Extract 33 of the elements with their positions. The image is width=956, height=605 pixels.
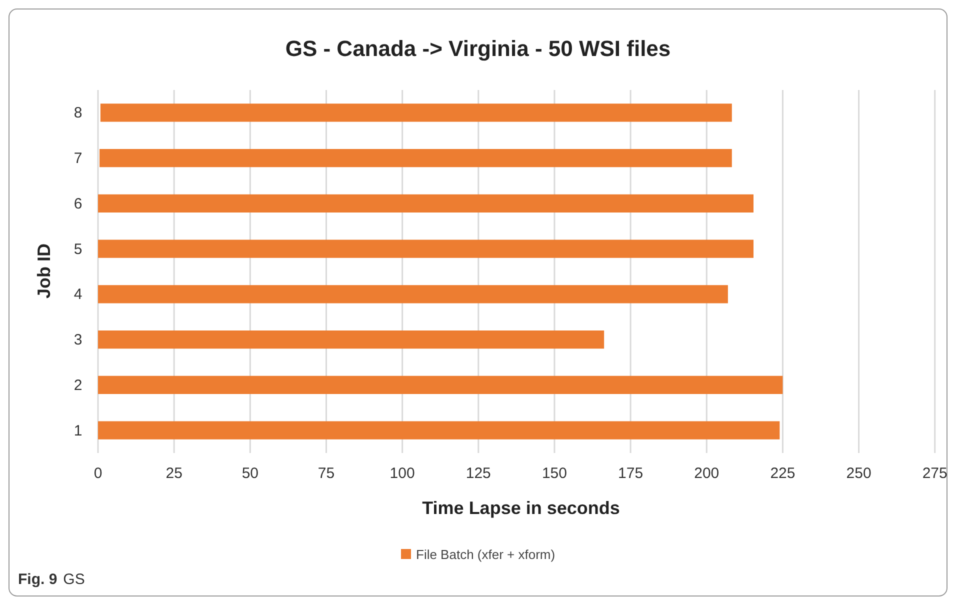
bar: [98, 194, 754, 213]
bar: [98, 421, 780, 440]
x-tick-label: 250: [846, 465, 872, 482]
x-tick-label: 275: [922, 465, 948, 482]
x-axis-title: Time Lapse in seconds: [422, 498, 620, 518]
chart-title: GS - Canada -> Virginia - 50 WSI files: [285, 36, 671, 61]
y-tick-label: 6: [74, 195, 82, 212]
y-tick-label: 7: [74, 150, 82, 168]
x-tick-label: 150: [542, 465, 567, 482]
x-tick-label: 125: [466, 465, 491, 482]
bar: [98, 330, 604, 349]
legend-label: File Batch (xfer + xform): [416, 547, 556, 562]
x-tick-label: 25: [166, 465, 182, 482]
y-axis-title: Job ID: [34, 243, 54, 299]
x-tick-label: 200: [694, 465, 720, 482]
y-tick-label: 1: [74, 422, 82, 440]
y-tick-label: 4: [74, 286, 82, 304]
x-tick-label: 100: [390, 465, 415, 482]
x-tick-label: 50: [242, 465, 258, 482]
y-tick-label: 8: [74, 104, 82, 122]
x-tick-label: 175: [618, 465, 644, 482]
bar: [100, 104, 732, 122]
x-tick-label: 75: [318, 465, 335, 482]
bar: [98, 376, 783, 394]
y-tick-label: 2: [74, 376, 82, 394]
bar: [100, 148, 732, 168]
caption: Fig. 9 GS: [18, 571, 85, 588]
x-tick-label: 225: [770, 465, 796, 482]
bar: [98, 285, 728, 304]
x-tick-label: 0: [94, 465, 102, 482]
bar: [98, 240, 754, 258]
y-tick-label: 5: [74, 240, 82, 258]
y-tick-label: 3: [74, 332, 82, 349]
